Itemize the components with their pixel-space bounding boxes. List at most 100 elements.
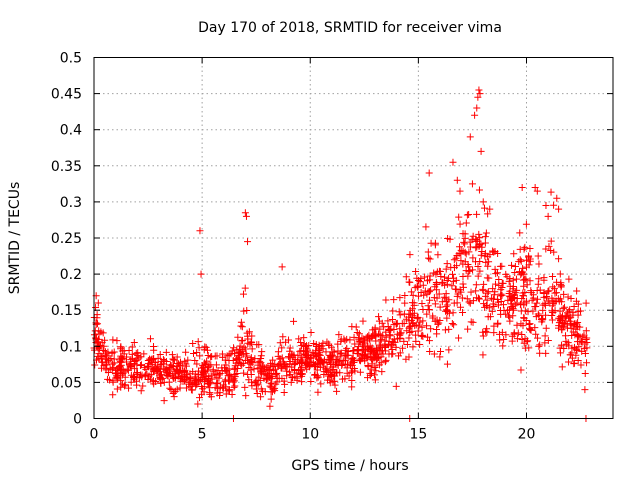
scatter-point xyxy=(566,306,574,314)
scatter-point xyxy=(323,359,331,367)
scatter-point xyxy=(463,295,471,303)
scatter-point xyxy=(551,298,559,306)
scatter-point xyxy=(382,333,390,341)
scatter-point xyxy=(455,213,463,221)
scatter-point xyxy=(150,365,158,373)
scatter-point xyxy=(304,347,312,355)
scatter-point xyxy=(459,308,467,316)
scatter-point xyxy=(485,274,493,282)
scatter-point xyxy=(150,380,158,388)
scatter-point xyxy=(560,344,568,352)
scatter-point xyxy=(237,322,245,330)
scatter-point xyxy=(568,354,576,362)
scatter-point xyxy=(191,356,199,364)
scatter-point xyxy=(497,290,505,298)
scatter-point xyxy=(358,355,366,363)
scatter-point xyxy=(327,352,335,360)
scatter-point xyxy=(348,355,356,363)
scatter-point xyxy=(280,377,288,385)
scatter-point xyxy=(422,223,430,231)
scatter-point xyxy=(209,367,217,375)
scatter-point xyxy=(250,365,258,373)
scatter-point xyxy=(140,363,148,371)
scatter-point xyxy=(167,385,175,393)
scatter-point xyxy=(426,255,434,263)
scatter-point xyxy=(577,361,585,369)
scatter-point xyxy=(492,270,500,278)
scatter-point xyxy=(372,352,380,360)
scatter-point xyxy=(385,337,393,345)
scatter-point xyxy=(476,267,484,275)
scatter-point xyxy=(114,369,122,377)
scatter-point xyxy=(193,348,201,356)
scatter-point xyxy=(426,276,434,284)
scatter-point xyxy=(498,328,506,336)
y-tick-label: 0.15 xyxy=(51,303,82,319)
scatter-point xyxy=(466,238,474,246)
scatter-point xyxy=(509,312,517,320)
scatter-point xyxy=(519,276,527,284)
scatter-point xyxy=(240,369,248,377)
scatter-point xyxy=(131,357,139,365)
scatter-point xyxy=(295,335,303,343)
scatter-point xyxy=(109,391,117,399)
scatter-point xyxy=(541,332,549,340)
scatter-point xyxy=(287,378,295,386)
scatter-point xyxy=(196,352,204,360)
scatter-point xyxy=(298,342,306,350)
scatter-point xyxy=(449,158,457,166)
scatter-point xyxy=(95,342,103,350)
y-tick-label: 0 xyxy=(73,412,82,428)
scatter-point xyxy=(440,273,448,281)
scatter-point xyxy=(552,289,560,297)
scatter-point xyxy=(285,353,293,361)
scatter-point xyxy=(133,370,141,378)
scatter-point xyxy=(337,349,345,357)
scatter-point xyxy=(119,355,127,363)
scatter-point xyxy=(231,349,239,357)
scatter-point xyxy=(113,337,121,345)
points-layer xyxy=(90,86,591,422)
scatter-point xyxy=(438,298,446,306)
scatter-point xyxy=(564,293,572,301)
scatter-point xyxy=(479,332,487,340)
scatter-point xyxy=(481,292,489,300)
scatter-point xyxy=(261,388,269,396)
scatter-point xyxy=(222,376,230,384)
scatter-point xyxy=(107,355,115,363)
scatter-point xyxy=(464,325,472,333)
scatter-point xyxy=(324,372,332,380)
scatter-point xyxy=(421,287,429,295)
scatter-point xyxy=(251,378,259,386)
scatter-point xyxy=(315,347,323,355)
y-tick-label: 0.4 xyxy=(60,123,82,139)
scatter-point xyxy=(402,355,410,363)
scatter-point xyxy=(191,376,199,384)
scatter-point xyxy=(498,291,506,299)
scatter-point xyxy=(412,337,420,345)
x-tick-label: 5 xyxy=(198,427,207,443)
scatter-point xyxy=(125,384,133,392)
scatter-point xyxy=(392,382,400,390)
scatter-point xyxy=(307,378,315,386)
scatter-point xyxy=(307,358,315,366)
scatter-point xyxy=(213,352,221,360)
scatter-point xyxy=(543,294,551,302)
scatter-point xyxy=(433,294,441,302)
scatter-point xyxy=(555,205,563,213)
scatter-point xyxy=(230,383,238,391)
scatter-point xyxy=(512,275,520,283)
scatter-point xyxy=(534,334,542,342)
scatter-point xyxy=(372,332,380,340)
scatter-point xyxy=(423,310,431,318)
scatter-point xyxy=(527,326,535,334)
scatter-point xyxy=(461,240,469,248)
scatter-point xyxy=(91,361,99,369)
scatter-point xyxy=(232,356,240,364)
scatter-point xyxy=(127,360,135,368)
scatter-point xyxy=(471,258,479,266)
scatter-point xyxy=(109,336,117,344)
scatter-point xyxy=(541,339,549,347)
scatter-point xyxy=(475,186,483,194)
scatter-point xyxy=(101,348,109,356)
